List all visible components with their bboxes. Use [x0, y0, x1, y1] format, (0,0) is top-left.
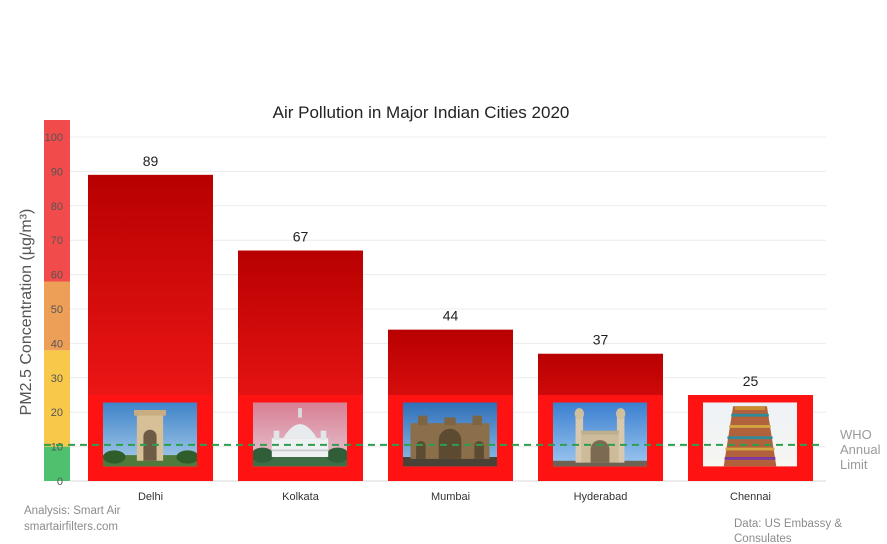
- y-tick-label: 100: [45, 132, 63, 144]
- y-tick-label: 40: [51, 338, 63, 350]
- aqi-color-bands: [44, 120, 70, 481]
- data-label: 37: [593, 332, 609, 348]
- analysis-credit: Analysis: Smart Air: [24, 505, 121, 517]
- x-tick-label: Mumbai: [431, 491, 470, 503]
- y-tick-label: 30: [51, 373, 63, 385]
- y-tick-label: 10: [51, 442, 63, 454]
- gateway-of-india-icon: [403, 402, 497, 467]
- aqi-band-2: [44, 281, 70, 351]
- data-label: 89: [143, 153, 159, 169]
- victoria-memorial-icon: [253, 402, 347, 467]
- y-tick-labels: 0 10 20 30 40 50 60 70 80 90 100: [45, 132, 63, 488]
- y-tick-label: 20: [51, 407, 63, 419]
- temple-gopuram-icon: [703, 402, 797, 467]
- aqi-band-0: [44, 446, 70, 481]
- x-tick-label: Hyderabad: [574, 491, 628, 503]
- y-tick-label: 50: [51, 304, 63, 316]
- aqi-band-3: [44, 137, 70, 282]
- x-tick-label: Kolkata: [282, 491, 320, 503]
- y-tick-label: 0: [57, 476, 63, 488]
- who-limit-label: WHO Annual Limit: [840, 427, 884, 472]
- analysis-website: smartairfilters.com: [24, 521, 118, 533]
- y-tick-label: 60: [51, 270, 63, 282]
- charminar-icon: [553, 402, 647, 467]
- who-label-line-1: WHO: [840, 427, 872, 442]
- chart-title: Air Pollution in Major Indian Cities 202…: [273, 103, 570, 122]
- india-gate-icon: [103, 402, 197, 467]
- bars: 89 67 44 37 25: [88, 153, 813, 481]
- y-tick-label: 90: [51, 166, 63, 178]
- who-label-line-3: Limit: [840, 457, 868, 472]
- data-label: 44: [443, 308, 459, 324]
- y-tick-label: 80: [51, 201, 63, 213]
- data-source-line-2: Consulates: [734, 533, 792, 544]
- who-label-line-2: Annual: [840, 442, 881, 457]
- aqi-band-1: [44, 350, 70, 447]
- data-label: 25: [743, 373, 759, 389]
- y-tick-label: 70: [51, 235, 63, 247]
- data-source-line-1: Data: US Embassy &: [734, 518, 842, 530]
- x-tick-labels: Delhi Kolkata Mumbai Hyderabad Chennai: [138, 491, 771, 503]
- x-tick-label: Delhi: [138, 491, 163, 503]
- data-label: 67: [293, 229, 309, 245]
- y-axis-label: PM2.5 Concentration (µg/m³): [18, 209, 35, 416]
- x-tick-label: Chennai: [730, 491, 771, 503]
